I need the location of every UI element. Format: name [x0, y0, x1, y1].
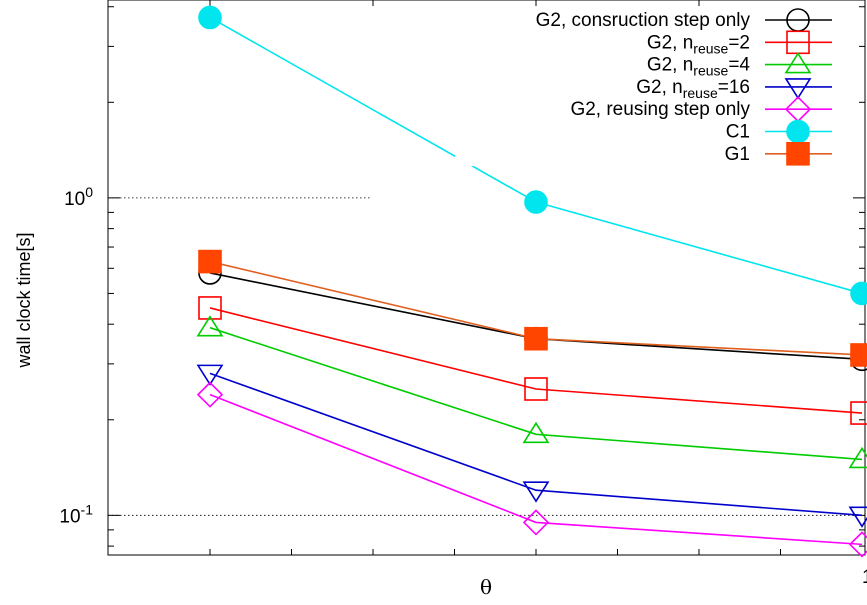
data-point: [848, 531, 867, 558]
legend-label: G2, consruction step only: [536, 10, 751, 31]
legend-label: G2, nreuse=4: [647, 55, 751, 79]
x-tick-label: 1: [862, 567, 867, 588]
legend-label: G2, reusing step only: [570, 99, 750, 120]
legend-marker: [786, 119, 810, 144]
plot-frame: [107, 0, 866, 556]
legend-entry: G2, nreuse=4: [647, 52, 832, 79]
legend-marker: [784, 52, 812, 74]
series-line: [209, 393, 863, 546]
data-point: [850, 343, 867, 367]
data-point: [522, 421, 550, 444]
legend-entry: G2, nreuse=16: [636, 77, 832, 101]
legend-background: [455, 6, 855, 167]
series-4: [196, 381, 867, 558]
data-point: [196, 381, 224, 408]
x-axis-label: θ: [480, 575, 492, 599]
legend-label: G1: [725, 144, 750, 165]
series-2: [196, 315, 867, 469]
grid: [108, 197, 865, 516]
data-point: [196, 315, 224, 337]
series-line: [209, 372, 863, 517]
legend-marker: [786, 142, 810, 166]
y-axis-label: wall clock time[s]: [14, 232, 34, 368]
series-line: [209, 307, 863, 414]
series-3: [196, 364, 867, 528]
y-tick-label: 10-1: [59, 501, 93, 527]
series-0: [198, 261, 867, 372]
data-point: [198, 249, 222, 274]
legend-label: G2, nreuse=2: [647, 32, 750, 56]
data-point: [522, 481, 550, 503]
series: [196, 5, 867, 558]
legend-entry: G2, nreuse=2: [647, 30, 832, 56]
series-1: [198, 296, 867, 425]
data-point: [524, 326, 548, 351]
legend-marker: [784, 78, 812, 100]
series-5: [198, 5, 867, 306]
data-point: [196, 364, 224, 386]
legend-entry: G1: [725, 142, 832, 166]
data-point: [850, 281, 867, 306]
data-point: [522, 509, 550, 536]
legend-label: C1: [726, 122, 750, 143]
data-point: [850, 401, 867, 425]
data-point: [198, 5, 222, 30]
data-point: [198, 296, 222, 320]
y-tick-label: 100: [64, 184, 93, 210]
legend-label: G2, nreuse=16: [636, 77, 750, 101]
legend-entry: C1: [726, 119, 832, 144]
legend-entry: G2, reusing step only: [570, 96, 832, 123]
data-point: [848, 446, 867, 469]
data-point: [524, 190, 548, 214]
data-point: [524, 377, 548, 401]
series-line: [209, 326, 863, 461]
data-point: [848, 506, 867, 528]
series-6: [198, 249, 867, 367]
